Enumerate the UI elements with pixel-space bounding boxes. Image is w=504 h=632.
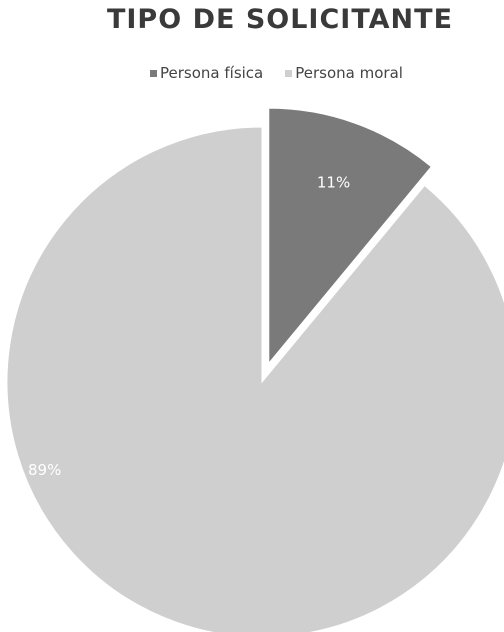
legend-label-persona-fisica: Persona física [160, 64, 264, 82]
pie-slice-persona-fisica [268, 107, 433, 365]
data-label-persona-fisica: 11% [317, 174, 350, 192]
legend-label-persona-moral: Persona moral [295, 64, 403, 82]
legend-item-persona-fisica: Persona física [150, 64, 263, 82]
pie-slice-persona-moral [6, 126, 504, 632]
data-label-persona-moral: 89% [28, 461, 61, 479]
legend: Persona física Persona moral [150, 64, 403, 82]
legend-swatch-persona-fisica [150, 69, 157, 77]
chart-title: TIPO DE SOLICITANTE [106, 4, 454, 35]
legend-item-persona-moral: Persona moral [285, 64, 403, 82]
legend-swatch-persona-moral [285, 69, 293, 77]
